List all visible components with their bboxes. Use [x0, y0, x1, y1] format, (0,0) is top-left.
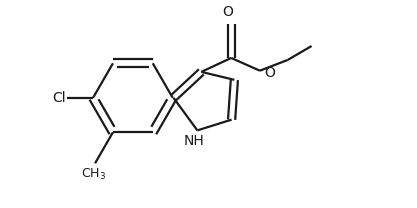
- Text: O: O: [223, 5, 234, 19]
- Text: Cl: Cl: [53, 91, 66, 105]
- Text: CH$_3$: CH$_3$: [81, 167, 106, 182]
- Text: O: O: [265, 66, 276, 80]
- Text: NH: NH: [184, 134, 205, 148]
